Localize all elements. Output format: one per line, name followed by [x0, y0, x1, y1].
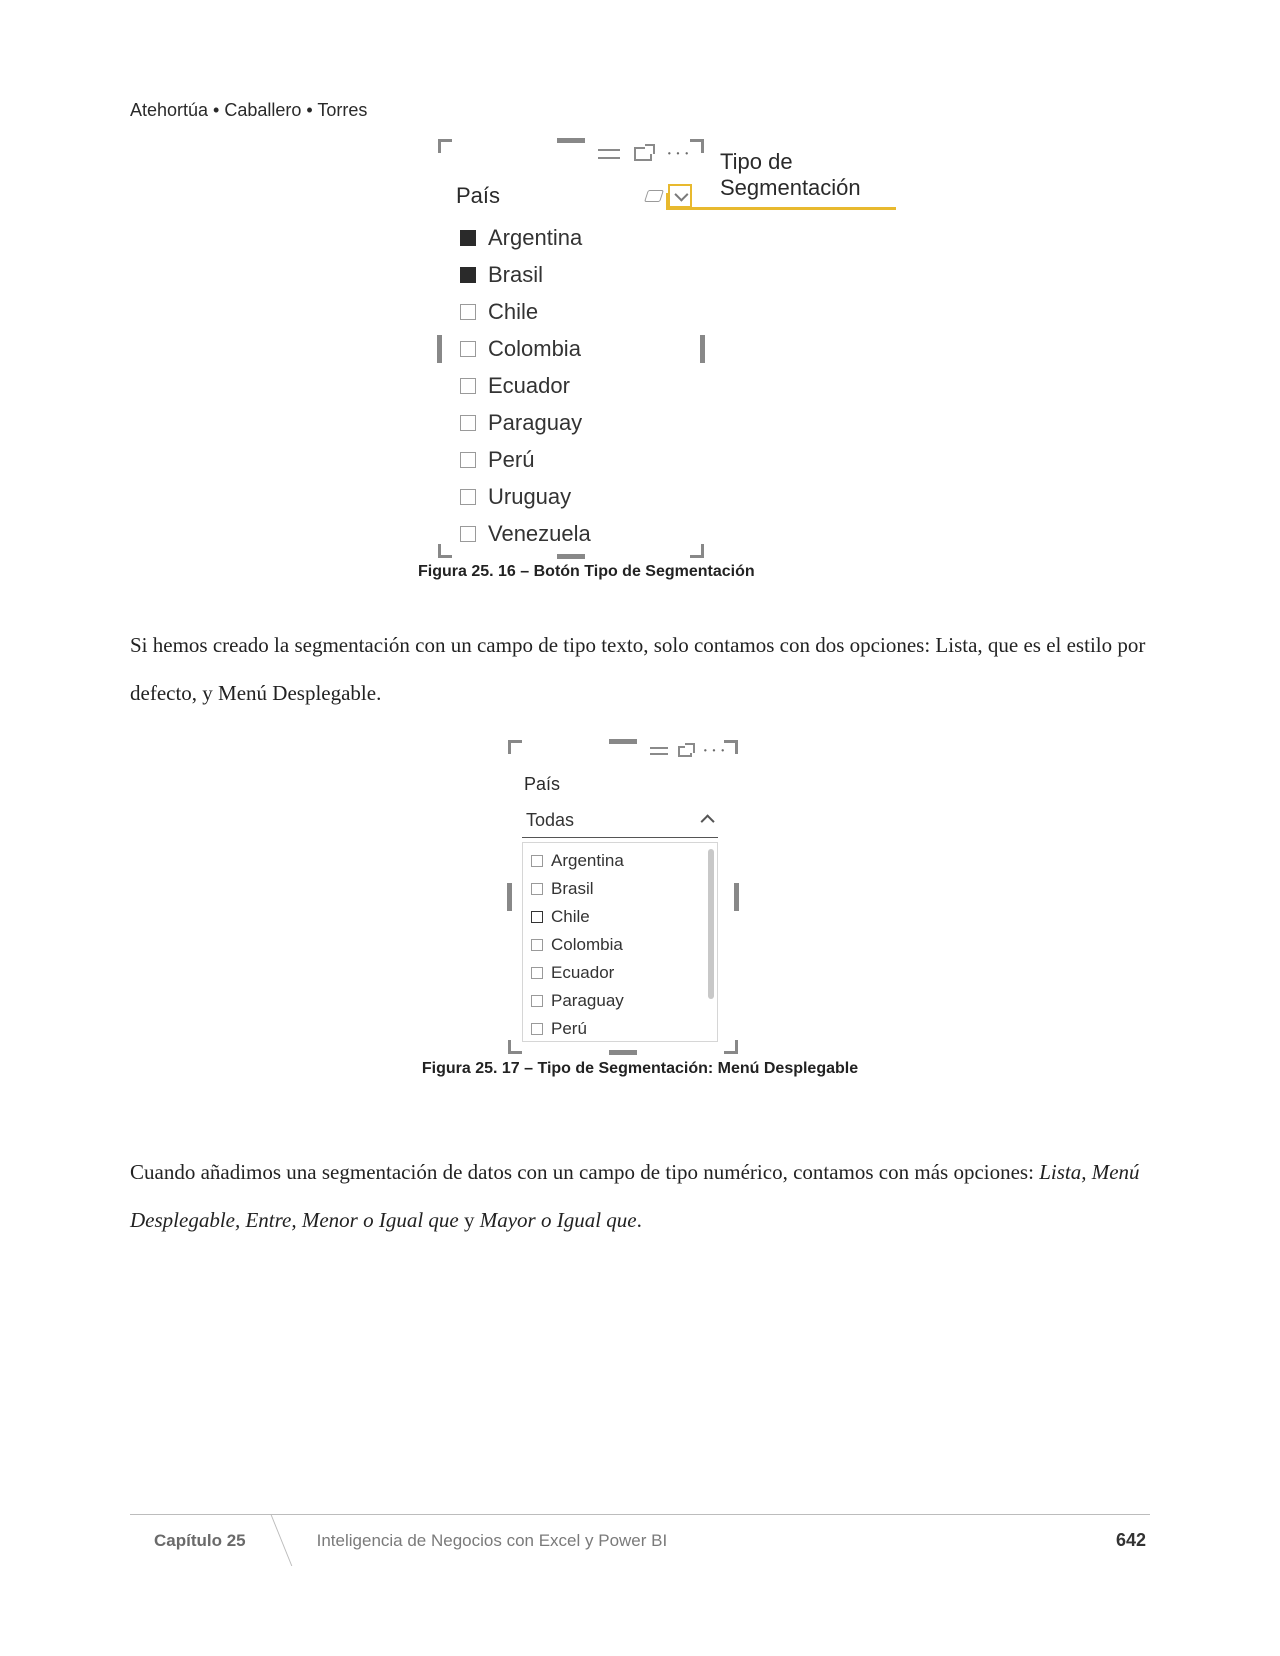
slicer-item-label: Argentina — [488, 225, 582, 251]
checkbox-icon[interactable] — [460, 304, 476, 320]
chevron-down-icon — [674, 188, 688, 202]
visual-topbar: ··· — [650, 746, 728, 757]
drag-handle-icon[interactable] — [598, 149, 620, 159]
dropdown-value: Todas — [526, 810, 574, 831]
checkbox-icon[interactable] — [460, 489, 476, 505]
more-options-icon[interactable]: ··· — [702, 747, 728, 755]
annotation-callout: Tipo de Segmentación — [720, 149, 861, 201]
slicer-item[interactable]: Paraguay — [460, 404, 688, 441]
slicer-item-label: Uruguay — [488, 484, 571, 510]
figure-1: ··· País Argentina Brasil Chile Colombia Ecu… — [130, 141, 1150, 591]
page-footer: Capítulo 25 Inteligencia de Negocios con… — [130, 1514, 1150, 1566]
slicer-type-dropdown-button[interactable] — [668, 184, 692, 208]
checkbox-icon[interactable] — [460, 230, 476, 246]
footer-title: Inteligencia de Negocios con Excel y Pow… — [271, 1531, 1116, 1551]
slicer-item-list: Argentina Brasil Chile Colombia Ecuador Parag… — [460, 219, 688, 552]
slicer-item-label: Venezuela — [488, 521, 591, 547]
figure-2-caption: Figura 25. 17 – Tipo de Segmentación: Me… — [130, 1060, 1150, 1078]
figure-1-caption: Figura 25. 16 – Botón Tipo de Segmentaci… — [418, 563, 680, 581]
slicer-item-label: Perú — [551, 1019, 587, 1039]
slicer-item-label: Ecuador — [551, 963, 614, 983]
slicer-item[interactable]: Ecuador — [531, 959, 709, 987]
slicer-item-label: Paraguay — [551, 991, 624, 1011]
checkbox-icon[interactable] — [460, 415, 476, 431]
figure-2: ··· País Todas Argentina Brasil Chile Colom… — [130, 738, 1150, 1118]
focus-mode-icon[interactable] — [634, 147, 652, 161]
dropdown-list: Argentina Brasil Chile Colombia Ecuador Parag… — [522, 842, 718, 1042]
clear-selections-icon[interactable] — [644, 190, 664, 202]
checkbox-icon[interactable] — [460, 378, 476, 394]
checkbox-icon[interactable] — [460, 452, 476, 468]
footer-page-number: 642 — [1116, 1530, 1150, 1551]
slicer-item-label: Brasil — [488, 262, 543, 288]
slicer-title: País — [456, 183, 500, 209]
checkbox-icon[interactable] — [531, 939, 543, 951]
visual-topbar: ··· — [598, 147, 692, 161]
slicer-pais-list[interactable]: ··· País Argentina Brasil Chile Colombia Ecu… — [440, 141, 702, 556]
paragraph-2: Cuando añadimos una segmentación de dato… — [130, 1148, 1150, 1245]
slicer-item-label: Paraguay — [488, 410, 582, 436]
slicer-item[interactable]: Argentina — [531, 847, 709, 875]
checkbox-icon[interactable] — [460, 267, 476, 283]
slicer-item[interactable]: Perú — [460, 441, 688, 478]
slicer-item-label: Ecuador — [488, 373, 570, 399]
slicer-item[interactable]: Brasil — [460, 256, 688, 293]
checkbox-icon[interactable] — [531, 911, 543, 923]
chevron-up-icon — [701, 814, 715, 828]
slicer-item[interactable]: Colombia — [531, 931, 709, 959]
annotation-leader-line — [666, 207, 896, 210]
more-options-icon[interactable]: ··· — [666, 150, 692, 158]
slicer-item[interactable]: Venezuela — [460, 515, 688, 552]
paragraph-1: Si hemos creado la segmentación con un c… — [130, 621, 1150, 718]
slicer-item[interactable]: Argentina — [460, 219, 688, 256]
checkbox-icon[interactable] — [460, 341, 476, 357]
slicer-item[interactable]: Paraguay — [531, 987, 709, 1015]
checkbox-icon[interactable] — [531, 995, 543, 1007]
slicer-item[interactable]: Colombia — [460, 330, 688, 367]
focus-mode-icon[interactable] — [678, 746, 692, 757]
slicer-item[interactable]: Brasil — [531, 875, 709, 903]
slicer-item-label: Brasil — [551, 879, 594, 899]
checkbox-icon[interactable] — [460, 526, 476, 542]
slicer-item[interactable]: Chile — [460, 293, 688, 330]
slicer-item-label: Perú — [488, 447, 534, 473]
slicer-item[interactable]: Ecuador — [460, 367, 688, 404]
slicer-title: País — [524, 774, 560, 795]
slicer-pais-dropdown[interactable]: ··· País Todas Argentina Brasil Chile Colom… — [510, 742, 736, 1052]
slicer-item-label: Chile — [551, 907, 590, 927]
scrollbar[interactable] — [708, 849, 714, 999]
slicer-item-label: Chile — [488, 299, 538, 325]
slicer-item[interactable]: Chile — [531, 903, 709, 931]
slicer-item-label: Colombia — [488, 336, 581, 362]
slicer-item-label: Argentina — [551, 851, 624, 871]
footer-chapter: Capítulo 25 — [130, 1515, 271, 1566]
slicer-item[interactable]: Uruguay — [460, 478, 688, 515]
checkbox-icon[interactable] — [531, 855, 543, 867]
slicer-item-label: Colombia — [551, 935, 623, 955]
drag-handle-icon[interactable] — [650, 747, 668, 755]
page-header-authors: Atehortúa • Caballero • Torres — [130, 100, 1150, 121]
checkbox-icon[interactable] — [531, 883, 543, 895]
slicer-item[interactable]: Perú — [531, 1015, 709, 1042]
checkbox-icon[interactable] — [531, 967, 543, 979]
checkbox-icon[interactable] — [531, 1023, 543, 1035]
dropdown-header[interactable]: Todas — [522, 804, 718, 838]
